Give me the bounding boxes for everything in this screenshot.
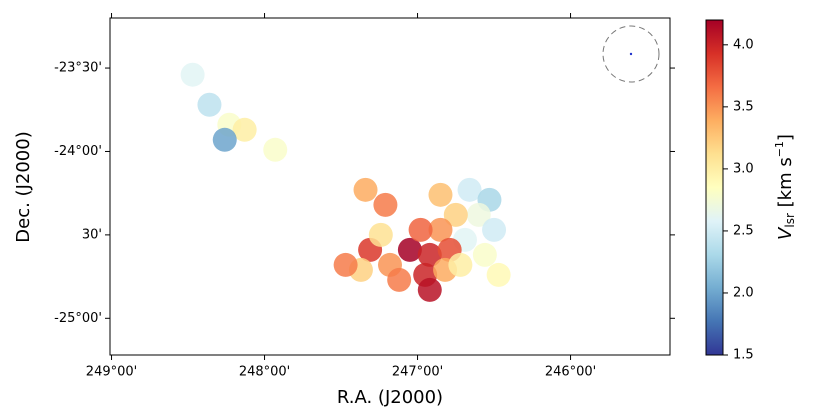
x-axis-label: R.A. (J2000) bbox=[337, 387, 443, 408]
velocity-patch bbox=[333, 252, 358, 277]
velocity-patch bbox=[232, 117, 257, 142]
velocity-patch bbox=[387, 267, 412, 292]
velocity-patch bbox=[486, 262, 511, 287]
velocity-patch bbox=[397, 237, 422, 262]
velocity-patch bbox=[353, 177, 378, 202]
beam bbox=[602, 25, 660, 83]
colorbar-tick-label: 1.5 bbox=[733, 348, 754, 363]
colorbar-tick-label: 2.0 bbox=[733, 285, 754, 300]
velocity-patch bbox=[428, 217, 453, 242]
velocity-patch bbox=[180, 62, 205, 87]
velocity-patch bbox=[408, 217, 433, 242]
velocity-patch bbox=[373, 192, 398, 217]
velocity-patch bbox=[482, 217, 507, 242]
y-tick-label: 30' bbox=[82, 227, 102, 242]
velocity-patch bbox=[417, 242, 442, 267]
y-axis-label: Dec. (J2000) bbox=[13, 131, 34, 242]
colorbar-tick-label: 3.5 bbox=[733, 99, 754, 114]
beam-center bbox=[629, 52, 633, 56]
x-tick-label: 247°00' bbox=[392, 365, 443, 380]
x-tick-label: 246°00' bbox=[545, 365, 596, 380]
y-tick-label: -23°30' bbox=[54, 61, 102, 76]
velocity-patch bbox=[448, 252, 473, 277]
map-layer bbox=[180, 62, 511, 302]
velocity-patch bbox=[428, 182, 453, 207]
velocity-patch bbox=[443, 202, 468, 227]
velocity-patch bbox=[368, 222, 393, 247]
colorbar bbox=[705, 19, 724, 356]
colorbar-tick-label: 3.0 bbox=[733, 161, 754, 176]
x-tick-label: 249°00' bbox=[86, 365, 137, 380]
velocity-patch bbox=[466, 202, 491, 227]
x-tick-label: 248°00' bbox=[239, 365, 290, 380]
colorbar-label: Vlsr [km s−1] bbox=[773, 134, 797, 240]
plot-frame bbox=[109, 17, 671, 356]
velocity-patch bbox=[197, 92, 222, 117]
velocity-patch bbox=[212, 127, 237, 152]
colorbar-tick-label: 2.5 bbox=[733, 223, 754, 238]
velocity-patch bbox=[417, 277, 442, 302]
y-tick-label: -25°00' bbox=[54, 311, 102, 326]
velocity-patch bbox=[457, 177, 482, 202]
velocity-patch bbox=[263, 137, 288, 162]
y-tick-label: -24°00' bbox=[54, 144, 102, 159]
velocity-patch bbox=[472, 242, 497, 267]
colorbar-tick-label: 4.0 bbox=[733, 37, 754, 52]
